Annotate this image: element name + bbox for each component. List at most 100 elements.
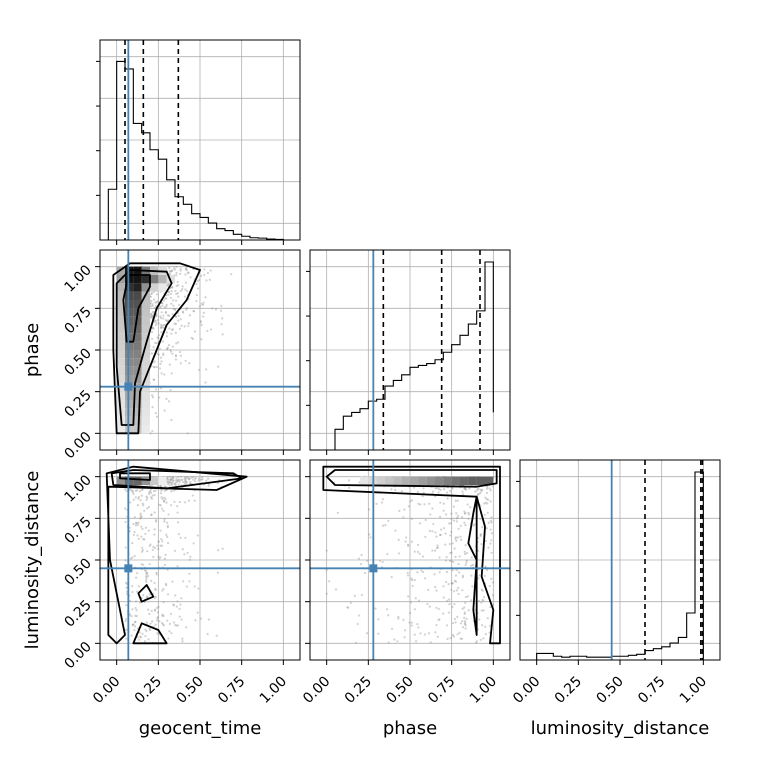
sample-point (387, 519, 390, 522)
x-tick-label: 0.25 (342, 674, 375, 707)
density-cell (133, 400, 142, 409)
sample-point (164, 311, 167, 314)
sample-point (174, 331, 177, 334)
sample-point (203, 273, 206, 276)
sample-point (177, 533, 180, 536)
density-cell (150, 476, 159, 485)
sample-point (195, 293, 198, 297)
histogram-panel-geocent-time (96, 39, 301, 245)
sample-point (133, 620, 137, 624)
sample-point (454, 537, 457, 540)
y-tick-label: 1.00 (61, 262, 94, 295)
sample-point (473, 608, 477, 611)
sample-point (134, 489, 137, 492)
sample-point (468, 487, 471, 490)
sample-point (149, 295, 152, 298)
sample-point (485, 487, 489, 490)
sample-point (220, 304, 223, 308)
sample-point (407, 505, 410, 508)
sample-point (164, 553, 167, 556)
sample-point (199, 320, 202, 323)
sample-point (486, 616, 489, 620)
sample-point (192, 309, 195, 313)
sample-point (159, 367, 162, 370)
sample-point (173, 322, 176, 325)
sample-point (133, 516, 136, 519)
sample-point (490, 539, 493, 542)
sample-point (155, 520, 158, 523)
sample-point (325, 592, 328, 595)
sample-point (150, 312, 153, 316)
sample-point (129, 599, 132, 602)
sample-point (214, 308, 218, 311)
sample-point (183, 481, 186, 484)
sample-point (439, 515, 442, 518)
sample-point (182, 580, 185, 583)
sample-point (168, 314, 171, 317)
sample-point (188, 482, 191, 485)
sample-point (167, 293, 170, 296)
sample-point (202, 315, 205, 318)
sample-point (484, 539, 487, 543)
sample-point (171, 580, 174, 583)
x-axis-label-luminosity-distance: luminosity_distance (531, 718, 710, 739)
sample-point (456, 633, 459, 636)
sample-point (484, 501, 488, 504)
sample-point (450, 582, 453, 585)
sample-point (174, 354, 178, 357)
sample-point (159, 485, 162, 488)
density-cell (141, 283, 150, 292)
sample-point (477, 537, 480, 540)
sample-point (461, 626, 465, 629)
x-tick-label: 0.50 (593, 674, 626, 707)
sample-point (432, 522, 435, 526)
sample-point (183, 325, 186, 328)
sample-point (177, 341, 180, 344)
sample-point (447, 583, 450, 586)
sample-point (202, 301, 205, 304)
sample-point (196, 611, 199, 614)
sample-point (171, 286, 174, 289)
sample-point (451, 569, 454, 572)
sample-point (179, 318, 182, 321)
sample-point (193, 310, 196, 313)
sample-point (150, 513, 153, 517)
sample-point (165, 584, 168, 587)
sample-point (160, 496, 163, 499)
sample-point (489, 519, 493, 522)
sample-point (142, 594, 145, 597)
sample-point (486, 485, 489, 488)
density-cell (385, 476, 394, 485)
sample-point (152, 365, 156, 369)
sample-point (145, 596, 148, 599)
sample-point (446, 637, 449, 641)
sample-point (144, 578, 148, 582)
sample-point (454, 621, 457, 624)
sample-point (173, 482, 176, 485)
sample-point (410, 540, 414, 543)
sample-point (147, 529, 150, 532)
sample-point (165, 331, 169, 334)
sample-point (171, 483, 174, 486)
sample-point (150, 292, 153, 296)
sample-point (145, 495, 148, 498)
sample-point (483, 574, 486, 578)
sample-point (162, 614, 165, 618)
sample-point (156, 611, 160, 614)
sample-point (185, 308, 188, 311)
sample-point (172, 479, 175, 482)
sample-point (166, 283, 169, 286)
sample-point (474, 490, 477, 493)
sample-point (185, 268, 188, 272)
sample-point (145, 573, 148, 576)
sample-point (136, 534, 139, 537)
sample-point (125, 586, 128, 589)
sample-point (175, 605, 178, 608)
sample-point (453, 603, 456, 606)
sample-point (470, 556, 473, 559)
sample-point (221, 547, 224, 550)
sample-point (438, 533, 442, 537)
sample-point (134, 524, 138, 527)
sample-point (450, 512, 453, 515)
density-map (360, 476, 494, 485)
